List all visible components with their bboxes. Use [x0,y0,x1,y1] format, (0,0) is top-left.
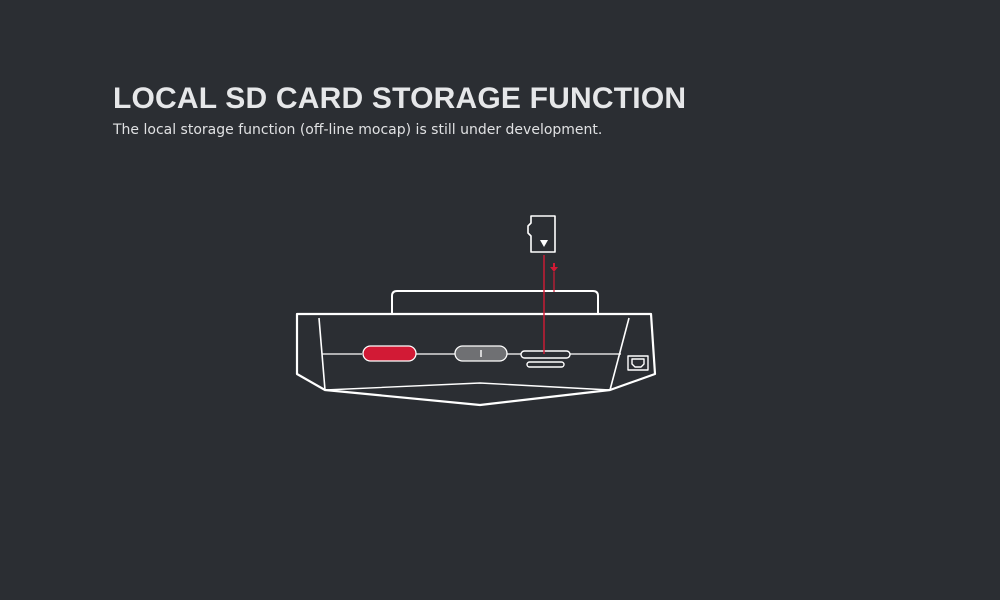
page-subtitle: The local storage function (off-line moc… [113,122,603,138]
insert-direction-arrow-icon [550,263,558,272]
sd-card-slot [520,350,571,368]
device-body [295,312,657,407]
usb-port-icon [627,355,649,371]
power-button [362,345,417,362]
card-orientation-arrow-icon [540,240,548,247]
micro-sd-card-icon [527,215,556,253]
page-title: LOCAL SD CARD STORAGE FUNCTION [113,82,687,115]
device-top-handle [391,290,599,314]
device-bottom-edge [324,382,611,391]
